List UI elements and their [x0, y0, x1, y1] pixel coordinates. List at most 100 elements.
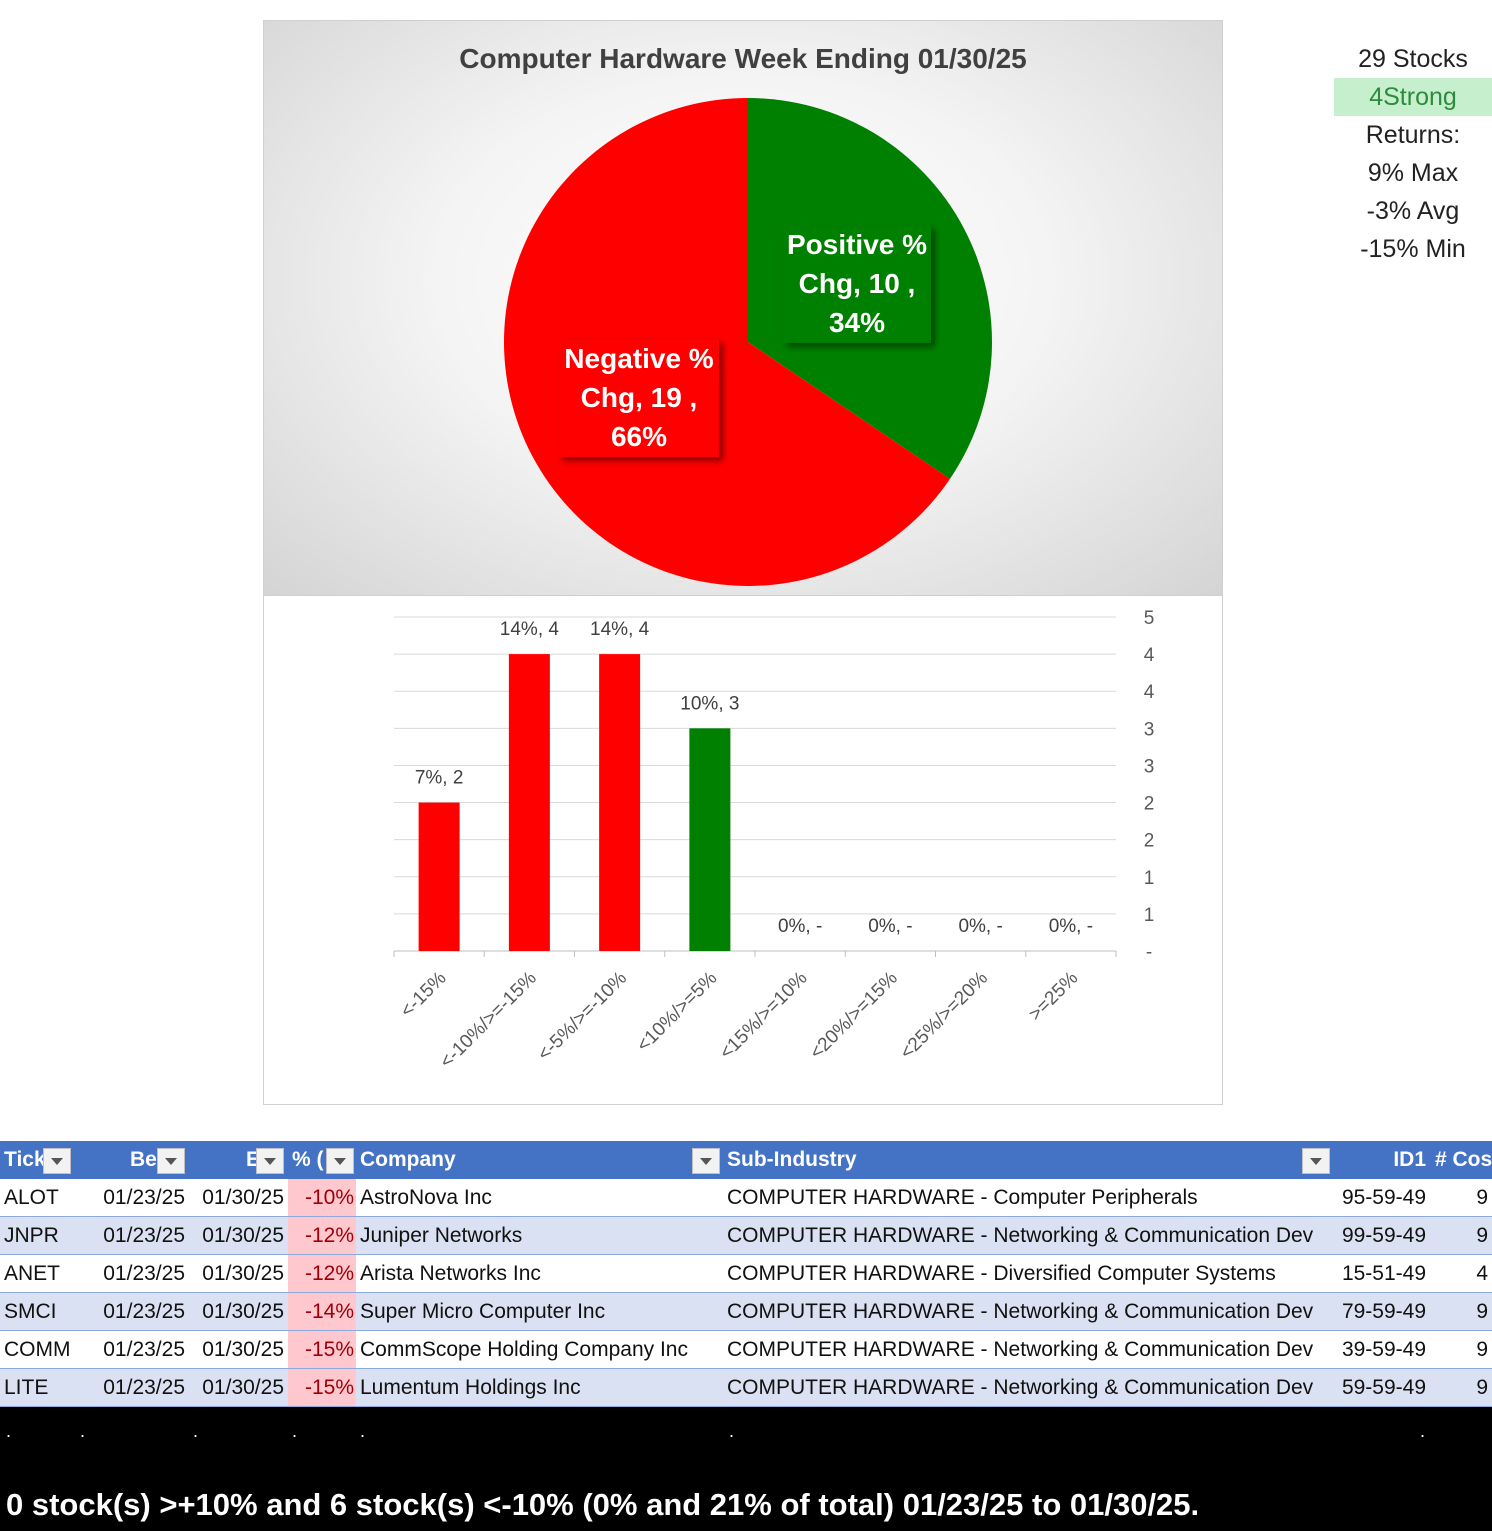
- x-category-label: >=25%: [1025, 968, 1083, 1026]
- cell-cos: 9: [1476, 1300, 1488, 1323]
- header-pct: % (: [292, 1148, 324, 1171]
- bar-data-label: 14%, 4: [590, 619, 650, 640]
- cell-id1: 99-59-49: [1341, 1224, 1426, 1247]
- pie-chart-title: Computer Hardware Week Ending 01/30/25: [459, 43, 1027, 74]
- bar: [689, 728, 731, 951]
- pie-slice-negative: [503, 98, 950, 586]
- cell-company: AstroNova Inc: [360, 1186, 492, 1209]
- pie-chart-panel: Computer Hardware Week Ending 01/30/25 P…: [263, 20, 1223, 596]
- cell-cos: 9: [1476, 1338, 1488, 1361]
- header-sub-industry: Sub-Industry: [727, 1148, 857, 1171]
- cell-end-date: 01/30/25: [202, 1376, 284, 1399]
- table-header: Tick Be E % ( Company Sub-Industry ID1 #…: [0, 1141, 1492, 1179]
- bar-data-label: 0%, -: [868, 916, 912, 937]
- bar-chart-panel: - 1 1 2 2 3 3 4 4 5 7%, 2 <-15% 14%, 4 <-10%/>=-15% 14…: [263, 596, 1223, 1105]
- cell-cos: 9: [1476, 1186, 1488, 1209]
- cell-sub-industry: COMPUTER HARDWARE - Diversified Computer…: [727, 1262, 1276, 1285]
- cell-begin-date: 01/23/25: [103, 1300, 185, 1323]
- bar: [599, 654, 641, 951]
- cell-ticker: COMM: [4, 1338, 71, 1361]
- bar-data-label: 0%, -: [958, 916, 1002, 937]
- y-tick-label: 4: [1144, 645, 1155, 666]
- footer-dot: .: [6, 1421, 12, 1441]
- cell-ticker: ALOT: [4, 1186, 59, 1209]
- returns-max: 9% Max: [1367, 159, 1459, 187]
- pie-label-line: 34%: [828, 307, 886, 338]
- cell-end-date: 01/30/25: [202, 1262, 284, 1285]
- table-row[interactable]: COMM 01/23/25 01/30/25 -15% CommScope Holdin…: [0, 1331, 1492, 1369]
- x-category-label: <-5%/>=-10%: [534, 968, 631, 1065]
- filter-dropdown-icon[interactable]: [1302, 1148, 1330, 1174]
- cell-sub-industry: COMPUTER HARDWARE - Computer Peripherals: [727, 1186, 1198, 1209]
- cell-sub-industry: COMPUTER HARDWARE - Networking & Communi…: [727, 1224, 1314, 1247]
- y-tick-label: -: [1146, 942, 1152, 963]
- pie-label-line: Chg, 10 ,: [798, 268, 916, 299]
- footer-dot: .: [360, 1421, 366, 1441]
- bar: [508, 654, 550, 951]
- cell-id1: 39-59-49: [1341, 1338, 1426, 1361]
- filter-dropdown-icon[interactable]: [43, 1148, 71, 1174]
- table-row[interactable]: ANET 01/23/25 01/30/25 -12% Arista Networks …: [0, 1255, 1492, 1293]
- footer-dot: .: [292, 1421, 298, 1441]
- y-tick-label: 1: [1144, 868, 1155, 889]
- pie-label-positive: Positive % Chg, 10 , 34%: [783, 225, 931, 343]
- bar-chart: - 1 1 2 2 3 3 4 4 5 7%, 2 <-15% 14%, 4 <-10%/>=-15% 14…: [393, 608, 1155, 1073]
- y-tick-label: 3: [1144, 719, 1155, 740]
- summary-panel: 29 Stocks 4Strong Returns: 9% Max -3% Av…: [1334, 40, 1492, 268]
- filter-dropdown-icon[interactable]: [256, 1148, 284, 1174]
- cell-pct-change: -12%: [288, 1255, 356, 1292]
- cell-cos: 9: [1476, 1224, 1488, 1247]
- filter-dropdown-icon[interactable]: [692, 1148, 720, 1174]
- stocks-table: Tick Be E % ( Company Sub-Industry ID1 #…: [0, 1141, 1492, 1407]
- x-category-label: <15%/>=10%: [716, 968, 812, 1064]
- y-tick-label: 4: [1144, 682, 1155, 703]
- x-category-label: <-10%/>=-15%: [436, 968, 541, 1073]
- bar: [418, 802, 460, 951]
- stock-count: 29 Stocks: [1358, 45, 1468, 73]
- x-category-label: <-15%: [397, 968, 451, 1022]
- pie-label-line: Negative %: [564, 343, 714, 374]
- cell-cos: 4: [1476, 1262, 1488, 1285]
- table-row[interactable]: JNPR 01/23/25 01/30/25 -12% Juniper Networks…: [0, 1217, 1492, 1255]
- x-category-label: <10%/>=5%: [633, 968, 722, 1057]
- cell-id1: 15-51-49: [1341, 1262, 1426, 1285]
- pie-label-line: Positive %: [786, 229, 928, 260]
- cell-sub-industry: COMPUTER HARDWARE - Networking & Communi…: [727, 1376, 1314, 1399]
- bar-data-label: 14%, 4: [500, 619, 560, 640]
- filter-dropdown-icon[interactable]: [157, 1148, 185, 1174]
- header-begin: Be: [130, 1148, 157, 1171]
- cell-end-date: 01/30/25: [202, 1224, 284, 1247]
- footer-dot: .: [193, 1421, 199, 1441]
- cell-end-date: 01/30/25: [202, 1300, 284, 1323]
- cell-begin-date: 01/23/25: [103, 1338, 185, 1361]
- bar-data-label: 0%, -: [778, 916, 822, 937]
- table-row[interactable]: ALOT 01/23/25 01/30/25 -10% AstroNova Inc COM…: [0, 1179, 1492, 1217]
- bar-data-label: 0%, -: [1049, 916, 1093, 937]
- footer-dot: .: [1420, 1421, 1426, 1441]
- cell-company: Super Micro Computer Inc: [360, 1300, 606, 1323]
- table-row[interactable]: SMCI 01/23/25 01/30/25 -14% Super Micro Comp…: [0, 1293, 1492, 1331]
- table-body: ALOT 01/23/25 01/30/25 -10% AstroNova Inc COM…: [0, 1179, 1492, 1407]
- cell-pct-change: -12%: [288, 1217, 356, 1254]
- cell-id1: 95-59-49: [1341, 1186, 1426, 1209]
- cell-cos: 9: [1476, 1376, 1488, 1399]
- cell-begin-date: 01/23/25: [103, 1186, 185, 1209]
- bar-data-label: 10%, 3: [680, 693, 739, 714]
- footer-bar: . . . . . . . 0 stock(s) >+10% and 6 sto…: [0, 1407, 1492, 1531]
- cell-id1: 79-59-49: [1341, 1300, 1426, 1323]
- x-category-label: <20%/>=15%: [806, 968, 902, 1064]
- header-ticker: Tick: [4, 1148, 44, 1171]
- filter-dropdown-icon[interactable]: [326, 1148, 354, 1174]
- y-tick-label: 1: [1144, 905, 1155, 926]
- cell-ticker: ANET: [4, 1262, 61, 1285]
- x-category-label: <25%/>=20%: [896, 968, 992, 1064]
- table-row[interactable]: LITE 01/23/25 01/30/25 -15% Lumentum Holding…: [0, 1369, 1492, 1407]
- returns-label: Returns:: [1365, 121, 1461, 149]
- y-tick-label: 3: [1144, 756, 1155, 777]
- pie-label-line: Chg, 19 ,: [580, 382, 698, 413]
- cell-id1: 59-59-49: [1341, 1376, 1426, 1399]
- cell-ticker: JNPR: [4, 1224, 59, 1247]
- header-end: E: [246, 1148, 258, 1171]
- header-id1: ID1: [1393, 1148, 1426, 1171]
- strong-count: 4Strong: [1334, 78, 1492, 116]
